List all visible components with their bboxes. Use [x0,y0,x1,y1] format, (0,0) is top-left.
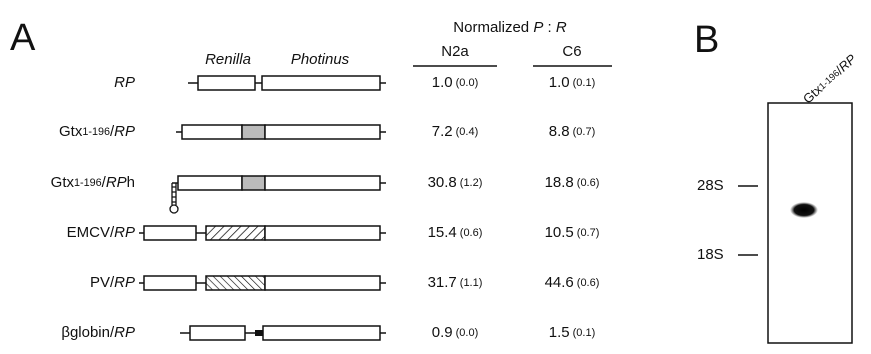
value-mean: 30.8 [428,174,457,191]
text-part: RP [114,324,135,341]
lane-label: Gtx1-196/RP [800,51,859,106]
construct-box [144,226,196,240]
text-part: R [556,19,567,36]
construct-box [182,125,242,139]
value-sd: (0.6) [460,227,483,239]
text-part: P [533,19,543,36]
construct-box [198,76,255,90]
value-sd: (1.1) [460,277,483,289]
text-part: RP [114,224,135,241]
value-mean: 0.9 [432,324,453,341]
construct-region [242,125,265,139]
text-part: h [127,174,135,191]
marker-label: 28S [697,177,724,194]
value-mean: 15.4 [428,224,457,241]
text-part: EMCV/ [67,224,115,241]
value: 1.0(0.0) [432,74,478,91]
construct-box [144,276,196,290]
value-sd: (0.7) [573,126,596,138]
value-mean: 44.6 [545,274,574,291]
column-label: C6 [562,43,581,60]
marker-label: 18S [697,246,724,263]
panel-label: A [10,17,36,59]
construct-region [242,176,265,190]
text-part: RP [106,174,127,191]
value: 30.8(1.2) [428,174,483,191]
construct-region [206,276,265,290]
value-sd: (0.0) [456,327,479,339]
figure: A Normalized P : R N2a C6 Renilla Photin… [0,0,871,349]
value-sd: (0.7) [577,227,600,239]
construct-box [262,76,380,90]
value: 0.9(0.0) [432,324,478,341]
text-part: 1-196 [82,126,110,138]
text-part: Gtx [51,174,75,191]
construct-label: PV/RP [90,274,135,291]
value: 1.5(0.1) [549,324,595,341]
text-part: RP [114,274,135,291]
text-part: PV/ [90,274,115,291]
gene-label: Photinus [291,51,350,68]
hairpin [170,183,178,213]
blot-band [790,202,818,218]
value-sd: (0.4) [456,126,479,138]
value: 1.0(0.1) [549,74,595,91]
construct-box [178,176,242,190]
value: 7.2(0.4) [432,123,478,140]
construct-box [263,326,380,340]
value-mean: 18.8 [545,174,574,191]
value: 10.5(0.7) [545,224,600,241]
value: 18.8(0.6) [545,174,600,191]
blot [768,103,852,343]
value-sd: (0.0) [456,77,479,89]
column-label: N2a [441,43,469,60]
construct-box [265,276,380,290]
text-part: 1-196 [74,177,102,189]
panel-label: B [694,19,719,61]
value-mean: 1.0 [549,74,570,91]
value-mean: 1.5 [549,324,570,341]
value: 31.7(1.1) [428,274,483,291]
construct-label: Gtx1-196/RP [59,123,135,140]
text-part: RP [114,74,135,91]
construct-label: RP [114,74,135,91]
value-sd: (1.2) [460,177,483,189]
construct-box [265,125,380,139]
text-part: βglobin/ [61,324,115,341]
value-mean: 31.7 [428,274,457,291]
construct-box [265,226,380,240]
construct-label: Gtx1-196/RPh [51,174,135,191]
text-part: Normalized [453,19,533,36]
text-part: : [543,19,556,36]
value-sd: (0.6) [577,277,600,289]
value: 15.4(0.6) [428,224,483,241]
value-mean: 1.0 [432,74,453,91]
value-sd: (0.6) [577,177,600,189]
value-mean: 10.5 [545,224,574,241]
value-sd: (0.1) [573,77,596,89]
gene-label: Renilla [205,51,251,68]
construct-region [255,330,263,336]
construct-region [206,226,265,240]
text-part: RP [114,123,135,140]
text-part: Gtx [59,123,83,140]
value: 8.8(0.7) [549,123,595,140]
construct-box [190,326,245,340]
construct-label: βglobin/RP [61,324,135,341]
construct-label: EMCV/RP [67,224,135,241]
value-mean: 8.8 [549,123,570,140]
value-sd: (0.1) [573,327,596,339]
value: 44.6(0.6) [545,274,600,291]
construct-box [265,176,380,190]
value-mean: 7.2 [432,123,453,140]
column-header: Normalized P : R [453,19,567,36]
